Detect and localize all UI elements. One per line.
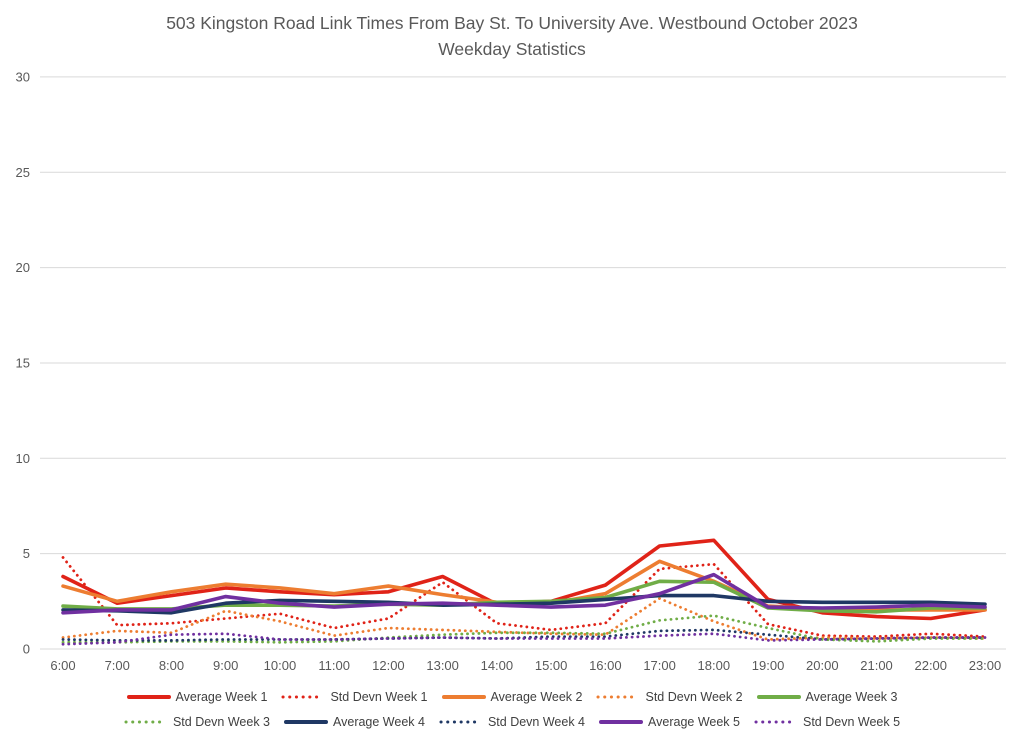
y-axis-tick-label: 30 — [16, 69, 30, 84]
legend-swatch-solid-line — [126, 695, 171, 699]
legend-swatch-dotted-line — [596, 695, 640, 699]
legend-item-std-devn-week-4: Std Devn Week 4 — [439, 715, 585, 729]
y-axis-tick-label: 25 — [16, 165, 30, 180]
legend-label: Std Devn Week 2 — [645, 690, 743, 704]
legend-label: Std Devn Week 1 — [330, 690, 428, 704]
legend-item-std-devn-week-2: Std Devn Week 2 — [596, 690, 743, 704]
x-axis-tick-label: 21:00 — [860, 658, 893, 673]
series-line-std-devn-week-1 — [61, 556, 987, 639]
y-axis-tick-label: 20 — [16, 260, 30, 275]
x-axis-tick-label: 6:00 — [50, 658, 75, 673]
x-axis-tick-label: 11:00 — [318, 658, 350, 673]
x-axis-tick-label: 18:00 — [698, 658, 731, 673]
x-axis-tick-label: 12:00 — [372, 658, 405, 673]
y-axis-tick-label: 5 — [23, 546, 30, 561]
legend-label: Average Week 4 — [333, 715, 425, 729]
legend-item-average-week-2: Average Week 2 — [441, 690, 583, 704]
x-axis-tick-label: 8:00 — [159, 658, 184, 673]
x-axis-tick-label: 19:00 — [752, 658, 785, 673]
legend-swatch-dotted-line — [754, 720, 798, 724]
legend-label: Std Devn Week 3 — [172, 715, 270, 729]
chart-title-line1: 503 Kingston Road Link Times From Bay St… — [166, 13, 858, 33]
chart-title-line2: Weekday Statistics — [438, 39, 586, 59]
legend-label: Average Week 2 — [490, 690, 583, 704]
legend-item-std-devn-week-5: Std Devn Week 5 — [754, 715, 900, 729]
legend-swatch-solid-line — [599, 720, 644, 724]
legend-label: Std Devn Week 4 — [487, 715, 586, 729]
legend-label: Average Week 3 — [805, 690, 898, 704]
chart-legend-row1: Average Week 1 Std Devn Week 1 Average Wee… — [0, 690, 1024, 704]
x-axis-tick-label: 16:00 — [589, 658, 622, 673]
series-line-average-week-5 — [61, 572, 987, 615]
y-axis-tick-label: 15 — [16, 355, 30, 370]
legend-swatch-solid-line — [284, 720, 328, 724]
series-line-std-devn-week-3 — [61, 614, 987, 644]
legend-label: Average Week 5 — [648, 715, 740, 729]
legend-swatch-solid-line — [756, 695, 801, 699]
x-axis-tick-label: 14:00 — [481, 658, 514, 673]
x-axis-tick-label: 10:00 — [264, 658, 297, 673]
x-axis-tick-label: 9:00 — [213, 658, 238, 673]
legend-label: Std Devn Week 5 — [802, 715, 901, 729]
legend-item-average-week-5: Average Week 5 — [599, 715, 740, 729]
x-axis-tick-label: 15:00 — [535, 658, 568, 673]
chart-title: 503 Kingston Road Link Times From Bay St… — [0, 10, 1024, 62]
x-axis-tick-label: 17:00 — [643, 658, 676, 673]
x-axis-tick-label: 23:00 — [969, 658, 1002, 673]
y-axis-tick-label: 10 — [16, 451, 30, 466]
legend-swatch-dotted-line — [281, 695, 325, 699]
chart-legend-row2: Std Devn Week 3 Average Week 4 Std Devn We… — [0, 715, 1024, 729]
legend-swatch-dotted-line — [124, 720, 168, 724]
series-line-std-devn-week-5 — [61, 632, 987, 646]
legend-swatch-solid-line — [441, 695, 486, 699]
y-axis-tick-label: 0 — [23, 642, 30, 657]
legend-item-std-devn-week-1: Std Devn Week 1 — [281, 690, 428, 704]
x-axis-tick-label: 13:00 — [426, 658, 459, 673]
legend-label: Average Week 1 — [175, 690, 268, 704]
legend-swatch-dotted-line — [439, 720, 483, 724]
legend-item-average-week-3: Average Week 3 — [756, 690, 898, 704]
series-line-average-week-4 — [61, 593, 987, 615]
legend-item-average-week-4: Average Week 4 — [284, 715, 425, 729]
x-axis-tick-label: 7:00 — [105, 658, 130, 673]
x-axis-tick-label: 22:00 — [914, 658, 947, 673]
x-axis-tick-label: 20:00 — [806, 658, 839, 673]
legend-item-std-devn-week-3: Std Devn Week 3 — [124, 715, 270, 729]
legend-item-average-week-1: Average Week 1 — [126, 690, 268, 704]
